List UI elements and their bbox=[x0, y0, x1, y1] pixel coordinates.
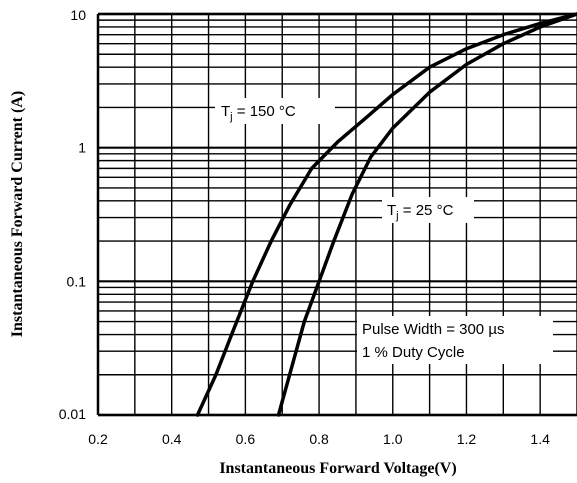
x-tick-label: 1.4 bbox=[530, 431, 550, 447]
label-pulse-width: Pulse Width = 300 µs bbox=[362, 321, 504, 338]
label-duty-cycle: 1 % Duty Cycle bbox=[362, 344, 465, 361]
series-group bbox=[195, 12, 577, 417]
y-tick-label: 0.1 bbox=[67, 273, 87, 289]
annotations: Tj = 150 °C Tj = 25 °C Pulse Width = 300 µ… bbox=[215, 98, 553, 364]
plot-frame bbox=[96, 12, 577, 417]
x-tick-label: 0.6 bbox=[236, 431, 256, 447]
label-tj-25: Tj = 25 °C bbox=[387, 202, 454, 222]
label-tj-150: Tj = 150 °C bbox=[221, 103, 296, 123]
y-tick-label: 0.01 bbox=[59, 406, 86, 422]
pulse-box bbox=[357, 316, 553, 364]
x-tick-label: 0.4 bbox=[162, 431, 182, 447]
x-tick-label: 1.2 bbox=[457, 431, 477, 447]
tick-labels: 0.2 0.4 0.6 0.8 1.0 1.2 1.4 10 1 0.1 0.01 bbox=[59, 7, 550, 447]
label-tj-25-box bbox=[382, 197, 474, 223]
label-tj-150-box bbox=[215, 98, 335, 124]
series-line-25c bbox=[276, 12, 577, 417]
y-axis-title: Instantaneous Forward Current (A) bbox=[9, 91, 26, 337]
x-axis-title: Instantaneous Forward Voltage(V) bbox=[219, 460, 456, 477]
x-tick-label: 0.8 bbox=[309, 431, 329, 447]
y-tick-label: 1 bbox=[78, 140, 86, 156]
y-tick-label: 10 bbox=[70, 7, 86, 23]
x-tick-label: 0.2 bbox=[88, 431, 108, 447]
x-tick-label: 1.0 bbox=[383, 431, 403, 447]
series-line-150c bbox=[195, 12, 577, 417]
